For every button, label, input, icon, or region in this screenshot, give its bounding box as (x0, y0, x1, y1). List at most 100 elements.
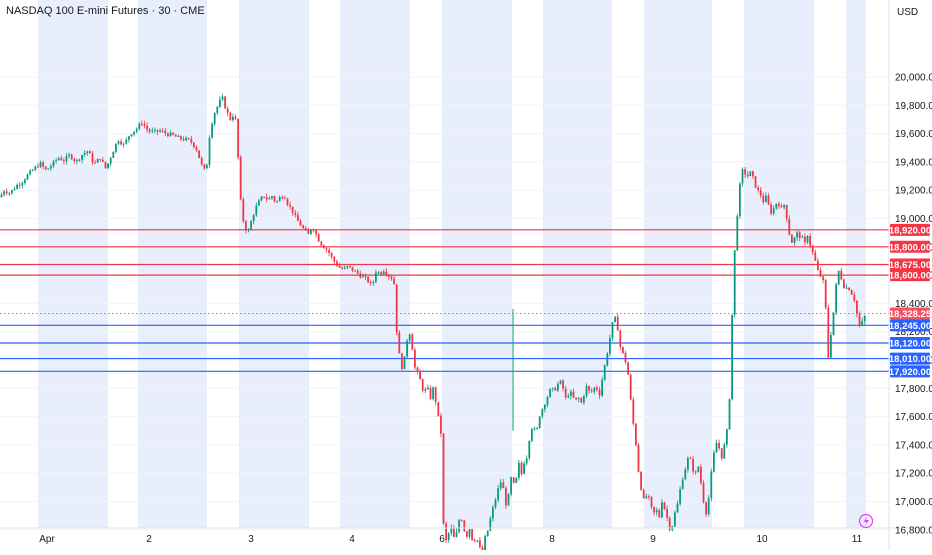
candle-body (588, 385, 590, 391)
candle-body (115, 143, 117, 152)
currency-label[interactable]: USD (897, 7, 918, 18)
candle-body (676, 503, 679, 513)
candle-body (684, 469, 687, 480)
candle-body (406, 340, 408, 357)
candle-body (112, 151, 115, 158)
candle-body (16, 184, 18, 189)
candle-body (489, 518, 492, 531)
candle-body (393, 278, 395, 285)
time-axis[interactable]: Apr 2 3 4 6 8 9 10 11 (39, 534, 862, 545)
candle-body (91, 153, 94, 163)
candle-body (57, 158, 60, 160)
price-axis[interactable]: 20,000.00 19,800.00 19,600.00 19,400.00 19,2… (895, 73, 932, 537)
candle-body (741, 169, 744, 184)
candle-body (377, 272, 380, 274)
candle-body (187, 138, 190, 140)
candle-body (299, 220, 302, 226)
candle-body (148, 129, 151, 132)
candle-body (848, 287, 850, 291)
candle-body (746, 174, 749, 177)
candle-body (736, 216, 739, 251)
candle-body (624, 352, 627, 363)
candle-body (229, 112, 232, 120)
candle-body (861, 321, 863, 325)
candle-body (385, 271, 388, 275)
candle-body (689, 457, 692, 459)
candle-body (76, 159, 78, 162)
levels (0, 229, 889, 372)
candle-body (167, 133, 169, 136)
candle-body (611, 322, 614, 339)
candle-body (648, 496, 650, 498)
candle-body (804, 236, 806, 243)
candle-body (81, 155, 83, 160)
candle-body (627, 362, 629, 375)
candle-body (791, 234, 793, 243)
candle-body (198, 150, 200, 158)
candle-body (455, 532, 458, 537)
candle-body (806, 236, 809, 243)
candle-body (728, 399, 731, 430)
candle-body (642, 489, 645, 499)
candle-body (276, 201, 278, 203)
candle-body (177, 135, 180, 137)
candle-body (250, 221, 252, 230)
candle-body (494, 499, 497, 508)
candle-body (811, 245, 814, 253)
candle-body (78, 159, 81, 161)
candle-body (645, 496, 648, 499)
candle-body (206, 164, 208, 169)
candle-body (0, 194, 3, 198)
candle-body (265, 197, 268, 200)
candle-body (585, 385, 588, 396)
candle-body (120, 141, 122, 145)
candle-body (39, 162, 42, 168)
candle-body (819, 269, 822, 277)
candle-body (840, 270, 843, 280)
candle-body (34, 166, 37, 171)
candle-body (460, 520, 463, 522)
candle-body (221, 96, 224, 100)
candle-body (531, 428, 533, 441)
candle-body (598, 389, 601, 396)
candle-body (481, 547, 484, 551)
candle-body (778, 203, 780, 207)
candle-body (320, 241, 323, 246)
candle-body (294, 212, 297, 215)
support-tag (890, 337, 930, 350)
candle-body (224, 96, 226, 109)
support-tag-label: 18,010.00 (889, 354, 931, 365)
candle-body (551, 387, 554, 389)
candle-body (502, 482, 505, 489)
candle-body (546, 397, 549, 405)
candle-body (824, 280, 827, 308)
resistance-tag-label: 18,600.00 (889, 271, 931, 282)
candle-body (164, 130, 167, 134)
candle-body (692, 458, 694, 472)
candle-body (614, 316, 616, 323)
candle-body (346, 266, 349, 268)
x-tick-label: 3 (248, 534, 254, 545)
support-tag-label: 18,245.00 (889, 321, 931, 332)
candle-body (182, 139, 185, 141)
candle-body (749, 171, 752, 177)
candle-body (450, 527, 453, 534)
candle-body (338, 265, 341, 268)
candle-body (128, 136, 130, 140)
candle-body (434, 387, 437, 403)
x-tick-label: 10 (756, 534, 768, 545)
candle-body (718, 442, 720, 449)
candle-body (50, 166, 52, 169)
candle-body (375, 272, 377, 282)
candle-body (538, 416, 541, 429)
candle-body (606, 353, 609, 366)
candle-body (492, 507, 494, 519)
candle-body (219, 99, 221, 107)
candle-body (603, 365, 606, 380)
candle-body (333, 256, 336, 262)
candle-body (341, 267, 343, 269)
candle-body (390, 276, 393, 279)
lightning-icon[interactable] (858, 513, 874, 529)
